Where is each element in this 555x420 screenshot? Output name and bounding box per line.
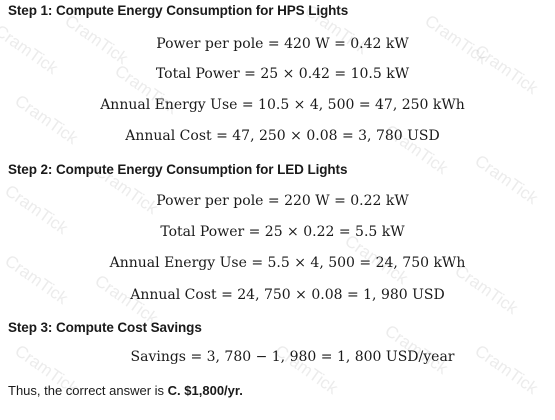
hps-annual-energy: Annual Energy Use = 10.5 × 4, 500 = 47, … [100,97,465,113]
conclusion-text: Thus, the correct answer is [8,383,168,398]
hps-power-per-pole: Power per pole = 420 W = 0.42 kW [156,36,409,52]
led-total-power: Total Power = 25 × 0.22 = 5.5 kW [160,224,405,240]
cost-savings: Savings = 3, 780 − 1, 980 = 1, 800 USD/y… [130,349,455,365]
conclusion: Thus, the correct answer is C. $1,800/yr… [8,383,243,398]
correct-answer: C. $1,800/yr. [167,383,243,398]
hps-annual-cost: Annual Cost = 47, 250 × 0.08 = 3, 780 US… [125,128,440,144]
step-1-heading: Step 1: Compute Energy Consumption for H… [8,3,349,18]
led-power-per-pole: Power per pole = 220 W = 0.22 kW [156,193,409,209]
led-annual-cost: Annual Cost = 24, 750 × 0.08 = 1, 980 US… [130,287,445,303]
hps-total-power: Total Power = 25 × 0.42 = 10.5 kW [155,66,410,82]
led-annual-energy: Annual Energy Use = 5.5 × 4, 500 = 24, 7… [109,255,466,271]
step-2-heading: Step 2: Compute Energy Consumption for L… [8,162,348,177]
step-3-heading: Step 3: Compute Cost Savings [8,320,202,335]
